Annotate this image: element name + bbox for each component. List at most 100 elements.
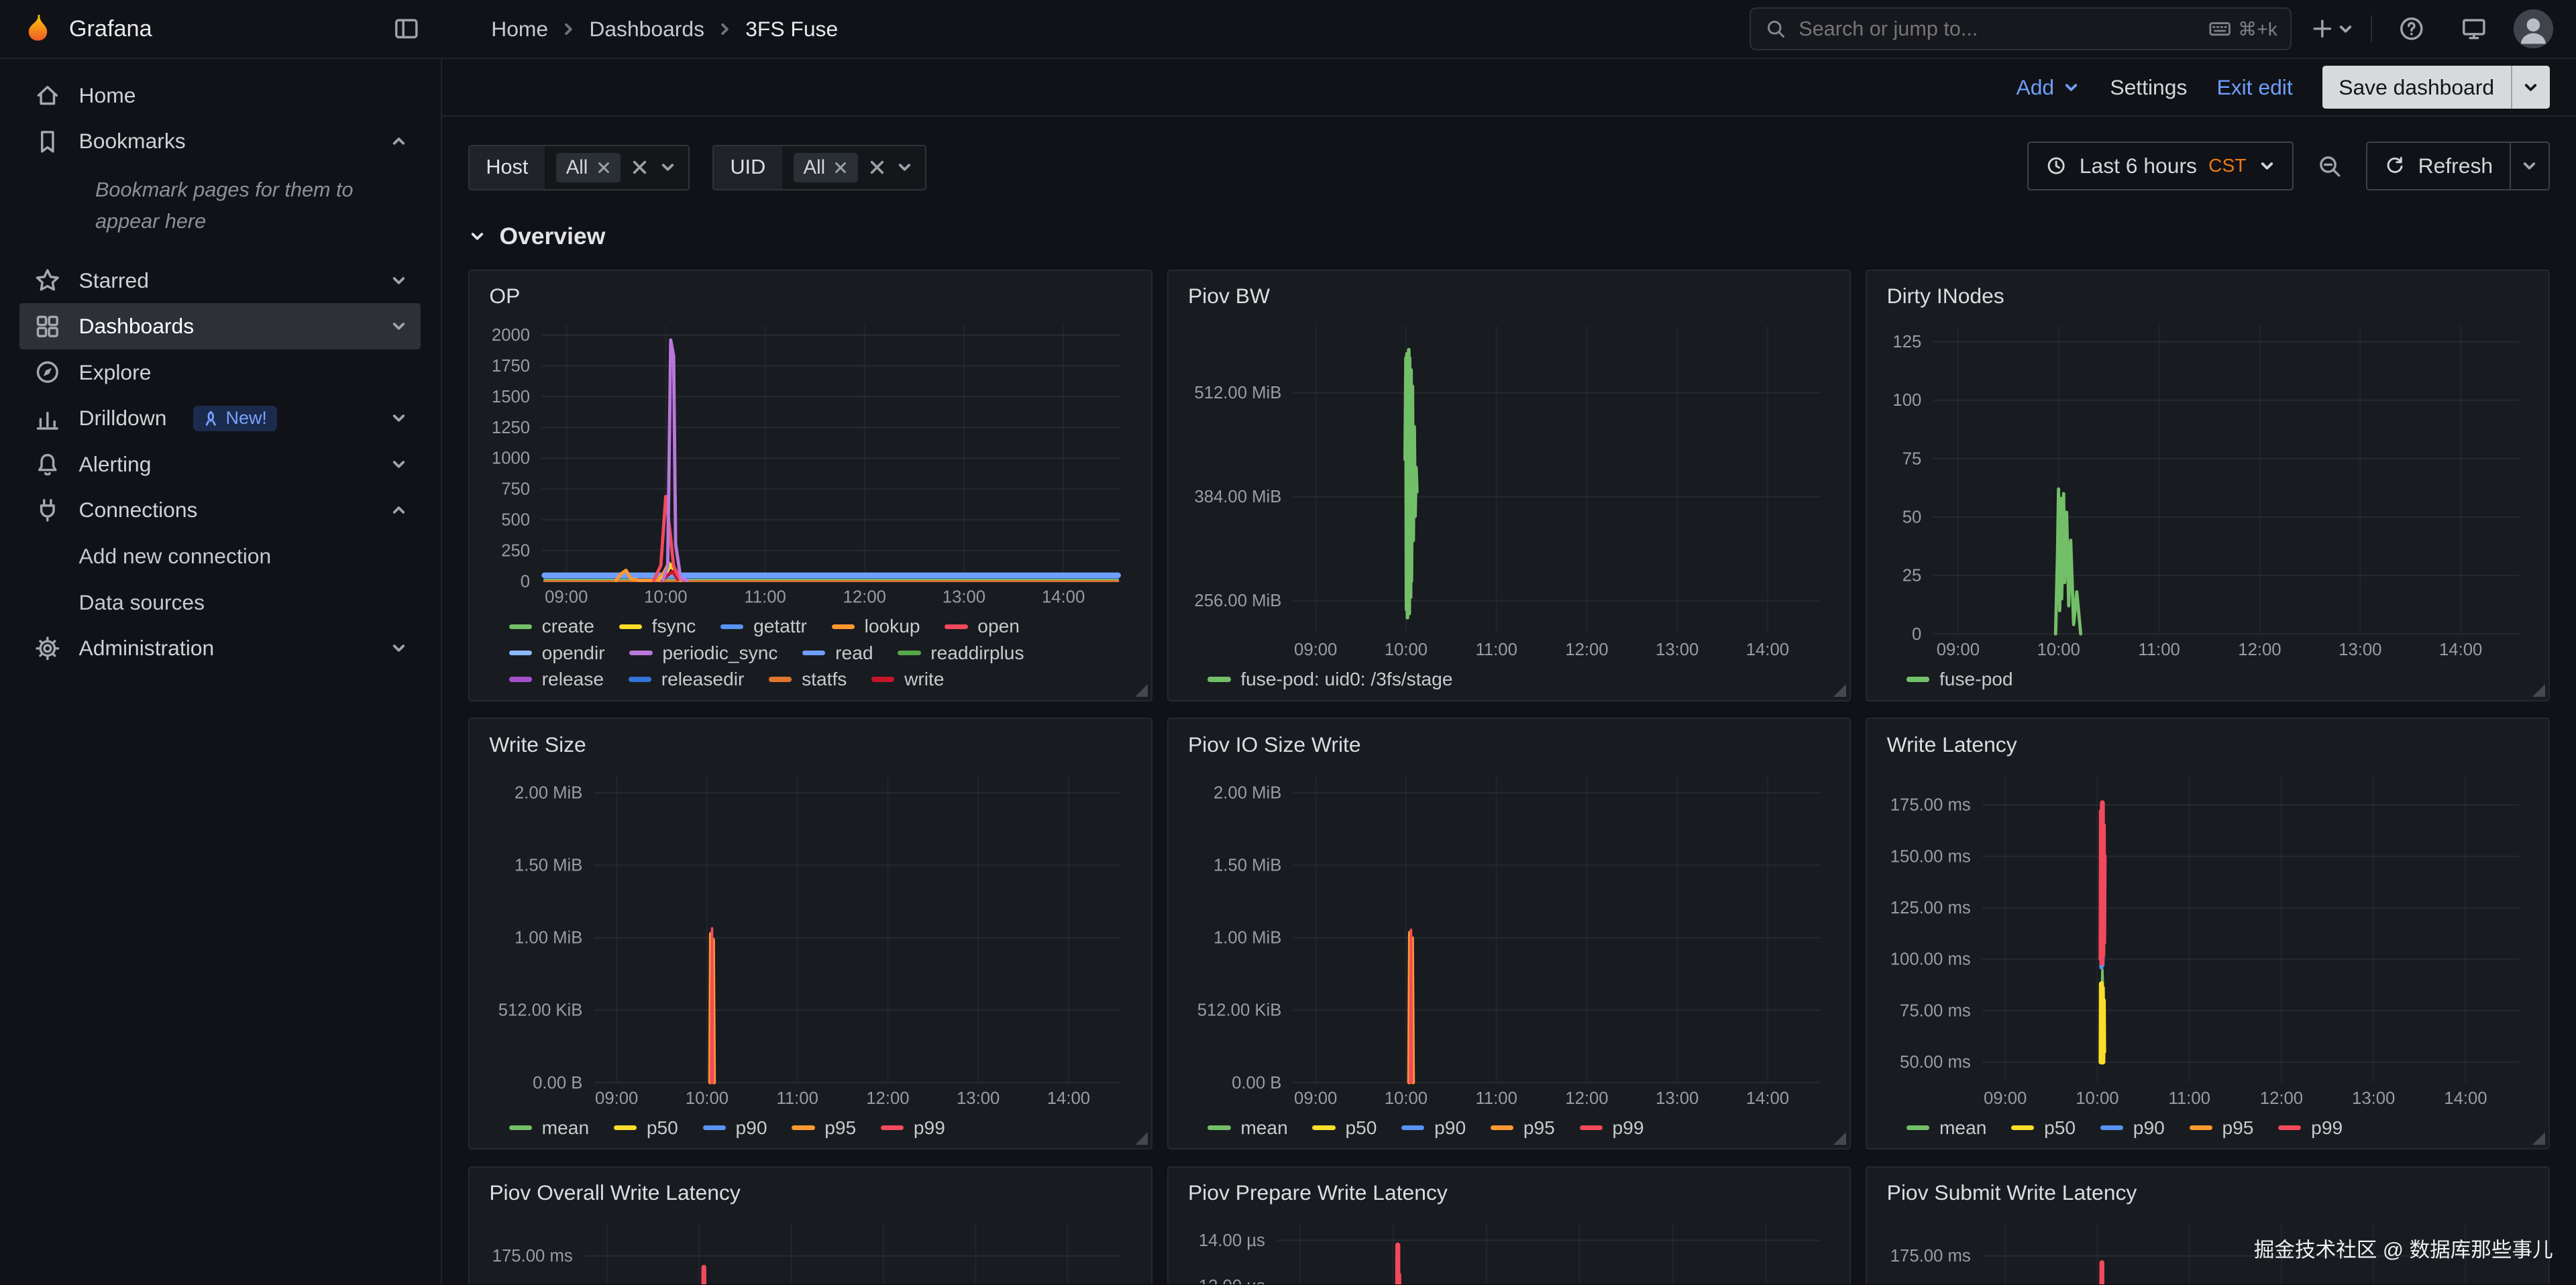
breadcrumb-dashboards[interactable]: Dashboards [589, 16, 704, 41]
settings-button[interactable]: Settings [2110, 75, 2187, 100]
legend-item[interactable]: p99 [880, 1117, 945, 1139]
sidebar-item-drilldown[interactable]: Drilldown New! [19, 395, 421, 441]
legend-item[interactable]: mean [1208, 1117, 1288, 1139]
legend-item[interactable]: read [802, 642, 873, 664]
panel-title[interactable]: Piov Submit Write Latency [1886, 1180, 2137, 1205]
panel-title[interactable]: Piov IO Size Write [1187, 732, 1361, 757]
breadcrumb-home[interactable]: Home [491, 16, 549, 41]
legend-item[interactable]: p50 [613, 1117, 678, 1139]
chevron-down-icon[interactable] [390, 455, 408, 473]
mega-menu-toggle-icon[interactable] [392, 15, 421, 43]
refresh-interval-dropdown[interactable] [2509, 142, 2548, 190]
sidebar-item-home[interactable]: Home [19, 72, 421, 119]
sidebar-item-connections[interactable]: Connections [19, 488, 421, 534]
legend-item[interactable]: opendir [508, 642, 605, 664]
legend-item[interactable]: getattr [720, 616, 807, 637]
chevron-down-icon[interactable] [2510, 66, 2550, 109]
help-button[interactable] [2389, 6, 2435, 52]
legend-item[interactable]: p99 [2278, 1117, 2343, 1139]
legend-item[interactable]: p90 [702, 1117, 767, 1139]
host-filter-chip[interactable]: All [556, 152, 621, 182]
resize-handle[interactable] [2532, 684, 2545, 697]
sidebar-item-starred[interactable]: Starred [19, 258, 421, 304]
resize-handle[interactable] [1833, 684, 1847, 697]
time-series-chart[interactable]: 0.00 B 512.00 KiB 1.00 MiB 1.50 MiB 2.00 MiB… [486, 764, 1134, 1113]
add-panel-button[interactable]: Add [2016, 75, 2080, 100]
time-series-chart[interactable]: 256.00 MiB 384.00 MiB 512.00 MiB 09:00 10:00… [1185, 315, 1833, 664]
time-series-chart[interactable]: 0 25 50 75 100 125 09:00 10:00 11:00 12:00 13:00 14… [1884, 315, 2532, 664]
create-new-button[interactable] [2308, 15, 2355, 43]
panel-title[interactable]: Write Size [489, 732, 586, 757]
panel-title[interactable]: OP [489, 284, 521, 309]
legend-item[interactable]: mean [1907, 1117, 1986, 1139]
grafana-logo-icon[interactable] [21, 13, 54, 46]
resize-handle[interactable] [1134, 1132, 1148, 1146]
panel-title[interactable]: Piov Prepare Write Latency [1187, 1180, 1448, 1205]
exit-edit-button[interactable]: Exit edit [2216, 75, 2292, 100]
chevron-down-icon[interactable] [390, 317, 408, 335]
clear-filter-icon[interactable] [868, 158, 886, 176]
chevron-down-icon[interactable] [896, 158, 914, 176]
avatar[interactable] [2513, 9, 2553, 49]
resize-handle[interactable] [1833, 1132, 1847, 1146]
search-bar[interactable]: ⌘+k [1750, 7, 2292, 50]
news-monitor-button[interactable] [2451, 6, 2498, 52]
host-filter-value[interactable]: All [544, 146, 688, 190]
legend-item[interactable]: create [508, 616, 594, 637]
legend-item[interactable]: p90 [2100, 1117, 2165, 1139]
legend-item[interactable]: p90 [1401, 1117, 1466, 1139]
legend-item[interactable]: p50 [2011, 1117, 2076, 1139]
close-icon[interactable] [833, 160, 848, 175]
clear-filter-icon[interactable] [631, 158, 649, 176]
sidebar-item-bookmarks[interactable]: Bookmarks [19, 118, 421, 164]
legend-item[interactable]: periodic_sync [629, 642, 777, 664]
legend-item[interactable]: release [508, 669, 604, 690]
legend-item[interactable]: open [945, 616, 1020, 637]
chevron-up-icon[interactable] [390, 501, 408, 519]
chevron-down-icon[interactable] [390, 272, 408, 290]
sidebar-item-administration[interactable]: Administration [19, 625, 421, 671]
time-range-picker[interactable]: Last 6 hours CST [2027, 141, 2294, 191]
sidebar-item-add-new-connection[interactable]: Add new connection [78, 543, 272, 568]
resize-handle[interactable] [1134, 684, 1148, 697]
legend-item[interactable]: fuse-pod: uid0: /3fs/stage [1208, 669, 1453, 690]
chevron-down-icon[interactable] [390, 639, 408, 657]
uid-filter-chip[interactable]: All [793, 152, 859, 182]
panel-title[interactable]: Piov Overall Write Latency [489, 1180, 741, 1205]
panel-title[interactable]: Dirty INodes [1886, 284, 2004, 309]
time-series-chart[interactable]: 0.00 B 512.00 KiB 1.00 MiB 1.50 MiB 2.00 MiB… [1185, 764, 1833, 1113]
sidebar-item-explore[interactable]: Explore [19, 349, 421, 396]
resize-handle[interactable] [2532, 1132, 2545, 1146]
close-icon[interactable] [596, 160, 611, 175]
legend-item[interactable]: p95 [1490, 1117, 1555, 1139]
panel-title[interactable]: Write Latency [1886, 732, 2017, 757]
legend-item[interactable]: fsync [619, 616, 696, 637]
time-series-chart[interactable]: 0 250 500 750 1000 1250 1500 1750 2000 09:00 10:00… [486, 315, 1134, 611]
chevron-down-icon[interactable] [390, 409, 408, 427]
zoom-out-button[interactable] [2307, 143, 2353, 189]
legend-item[interactable]: p50 [1312, 1117, 1377, 1139]
legend-item[interactable]: mean [508, 1117, 589, 1139]
panel-title[interactable]: Piov BW [1187, 284, 1270, 309]
legend-item[interactable]: p95 [792, 1117, 856, 1139]
save-dashboard-button[interactable]: Save dashboard [2322, 66, 2550, 109]
search-input[interactable] [1799, 17, 2197, 41]
legend-item[interactable]: releasedir [628, 669, 744, 690]
refresh-button[interactable]: Refresh [2367, 143, 2510, 189]
legend-item[interactable]: fuse-pod [1907, 669, 2013, 690]
legend-item[interactable]: p99 [1579, 1117, 1644, 1139]
legend-item[interactable]: readdirplus [898, 642, 1024, 664]
time-series-chart[interactable]: 2.00 µs4.00 µs6.00 µs8.00 µs10.00 µs12.0… [1185, 1212, 1833, 1285]
sidebar-item-data-sources[interactable]: Data sources [78, 590, 205, 614]
chevron-up-icon[interactable] [390, 132, 408, 150]
legend-item[interactable]: lookup [831, 616, 920, 637]
sidebar-item-dashboards[interactable]: Dashboards [19, 303, 421, 349]
legend-item[interactable]: p95 [2189, 1117, 2253, 1139]
legend-item[interactable]: write [871, 669, 945, 690]
uid-filter-value[interactable]: All [782, 146, 926, 190]
sidebar-item-alerting[interactable]: Alerting [19, 441, 421, 488]
legend-item[interactable]: statfs [769, 669, 847, 690]
